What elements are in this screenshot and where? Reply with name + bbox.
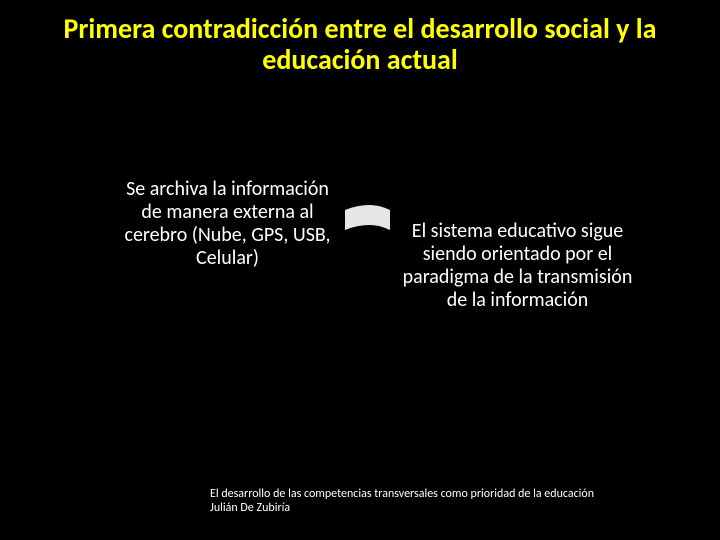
title-band: Primera contradicción entre el desarroll… [30,6,690,84]
slide-title: Primera contradicción entre el desarroll… [50,14,670,76]
footer-line-2: Julián De Zubiría [210,502,594,516]
footer-line-1: El desarrollo de las competencias transv… [210,488,594,502]
arrow-left-text: Se archiva la información de manera exte… [115,178,340,270]
arrows-diagram: Se archiva la información de manera exte… [0,130,720,430]
footer: El desarrollo de las competencias transv… [210,488,594,516]
arrow-right-text: El sistema educativo sigue siendo orient… [400,220,635,312]
